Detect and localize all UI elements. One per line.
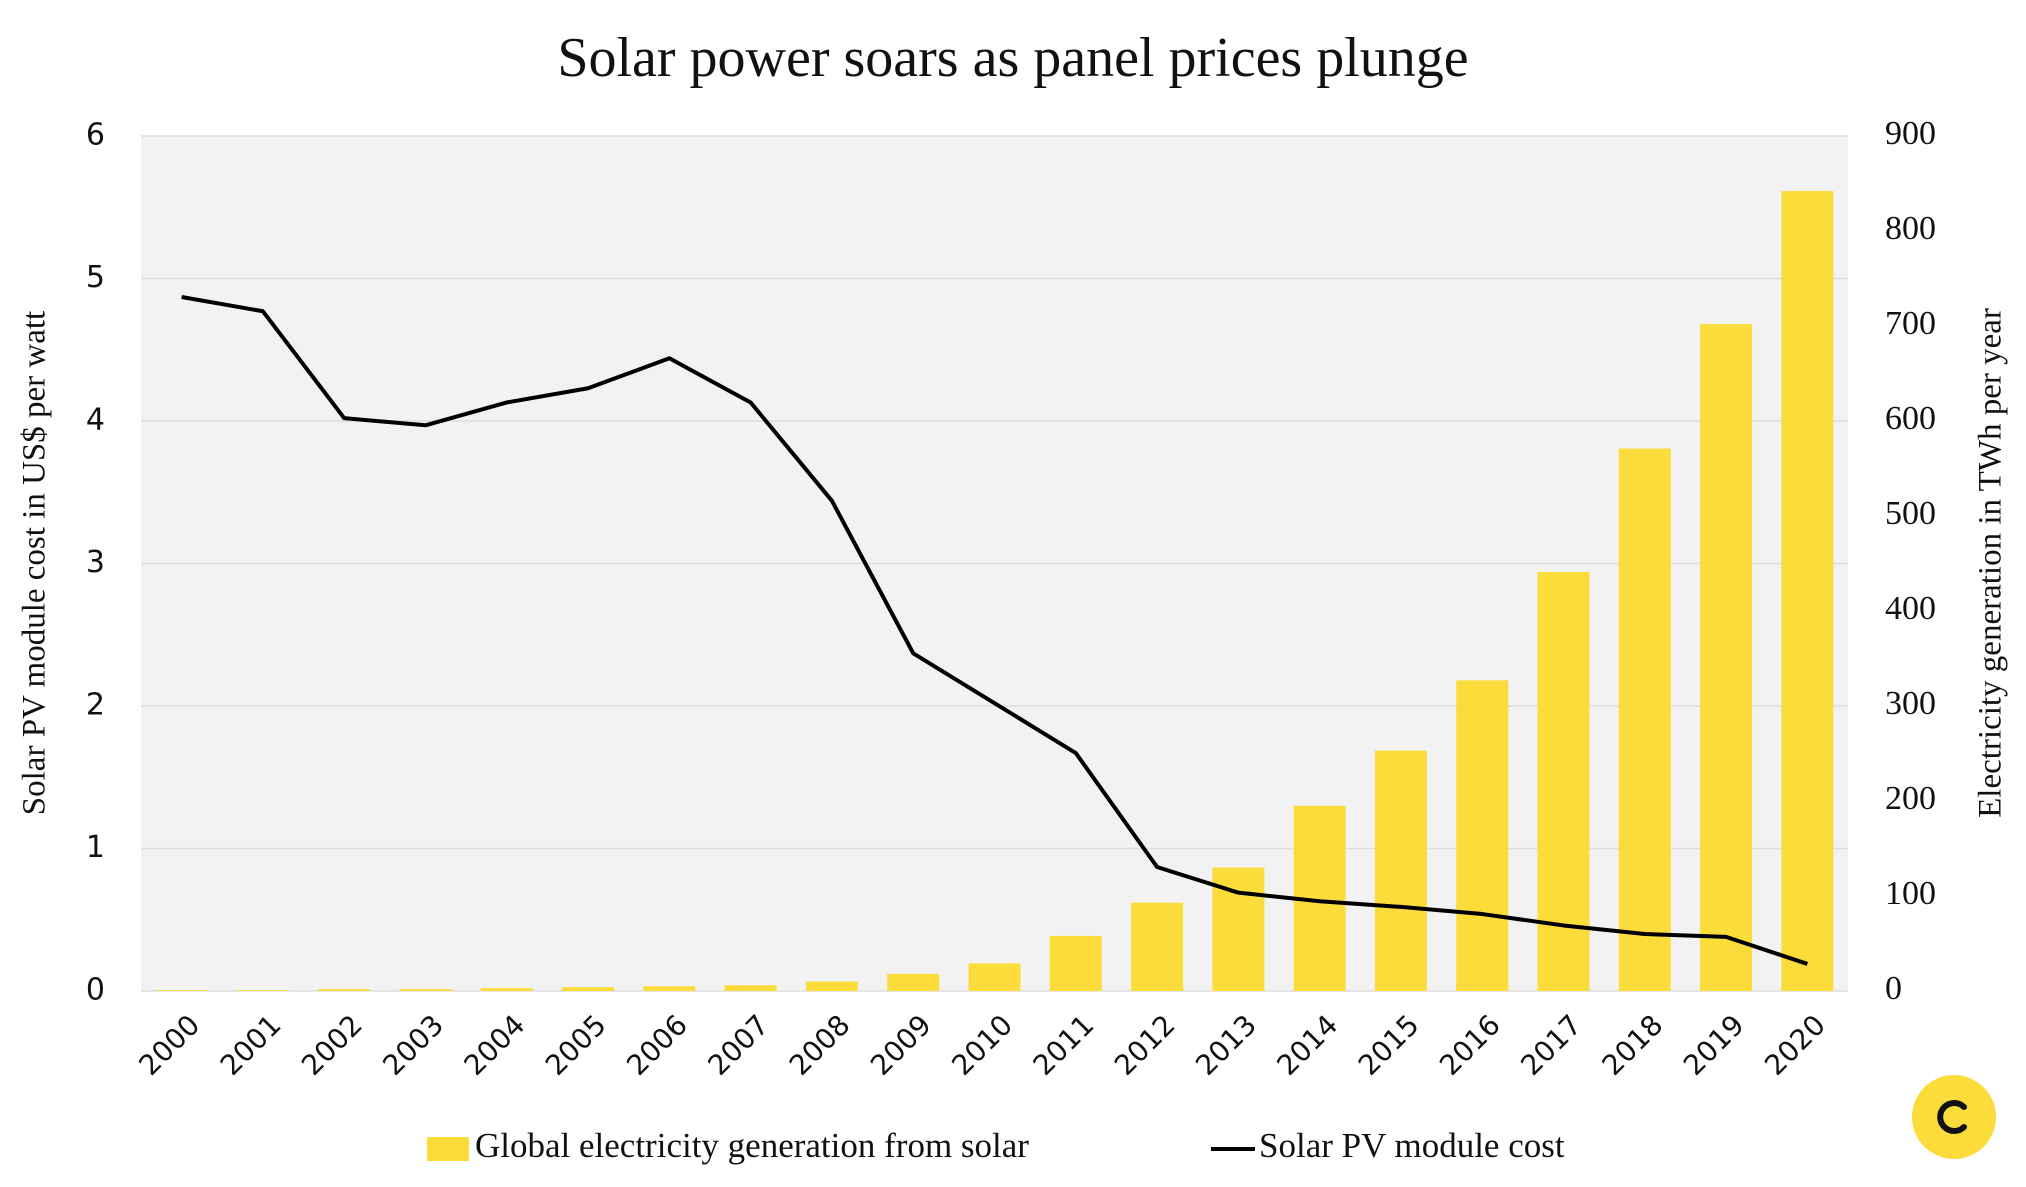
y2-tick-label: 500 <box>1885 495 1936 532</box>
bar <box>805 981 858 991</box>
logo-mark <box>1937 1100 1967 1134</box>
y2-tick-label: 800 <box>1885 210 1936 247</box>
y-tick-label: 1 <box>86 830 105 865</box>
y-tick-label: 6 <box>86 118 105 153</box>
logo-circle <box>1912 1075 1996 1159</box>
bar <box>480 988 533 991</box>
y-tick-label: 3 <box>86 545 105 580</box>
y2-tick-label: 700 <box>1885 305 1936 342</box>
bar <box>1618 448 1671 991</box>
y2-tick-label: 0 <box>1885 970 1902 1007</box>
y2-tick-label: 100 <box>1885 875 1936 912</box>
bar <box>1700 324 1753 992</box>
y-tick-label: 4 <box>86 403 105 438</box>
bar <box>968 963 1021 991</box>
y2-axis-title: Electricity generation in TWh per year <box>1973 308 2009 818</box>
bar <box>724 985 777 991</box>
y-axis-title: Solar PV module cost in US$ per watt <box>17 311 53 815</box>
bar <box>643 986 696 991</box>
y2-tick-label: 900 <box>1885 115 1936 152</box>
y2-tick-label: 400 <box>1885 590 1936 627</box>
legend-swatch <box>427 1137 469 1161</box>
y-tick-label: 0 <box>86 973 105 1008</box>
y-tick-label: 5 <box>86 260 105 295</box>
logo <box>1912 1075 1996 1159</box>
line <box>181 295 1808 966</box>
y2-tick-label: 300 <box>1885 685 1936 722</box>
bar <box>236 990 289 991</box>
legend-label: Global electricity generation from solar <box>475 1126 1029 1165</box>
bar <box>318 989 371 991</box>
y2-tick-label: 600 <box>1885 400 1936 437</box>
bar <box>155 990 208 991</box>
y2-tick-label: 200 <box>1885 780 1936 817</box>
legend-label: Solar PV module cost <box>1259 1126 1565 1165</box>
bar <box>1374 750 1427 991</box>
bar <box>1456 680 1509 991</box>
bar <box>1781 191 1834 992</box>
bar <box>1131 902 1184 991</box>
chart-title: Solar power soars as panel prices plunge <box>557 27 1468 89</box>
bar <box>399 989 452 991</box>
bar <box>562 987 615 991</box>
y-tick-label: 2 <box>86 688 105 723</box>
bar <box>1049 935 1102 991</box>
bar <box>887 973 940 991</box>
